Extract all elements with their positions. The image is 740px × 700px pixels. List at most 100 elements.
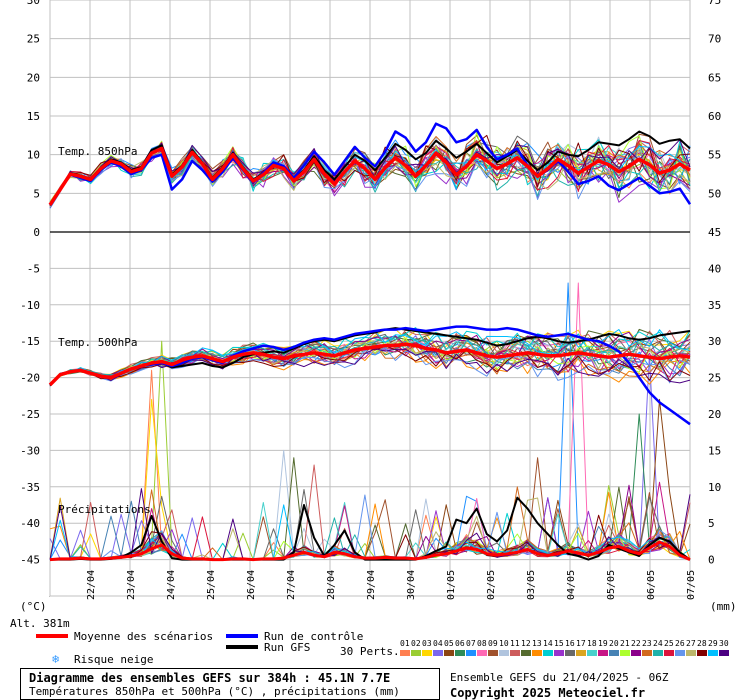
snowflake-icon: ❄ [52, 652, 59, 666]
legend-neige: Risque neige [74, 653, 153, 666]
bottom-left-tick: -15 [20, 335, 40, 348]
footer-title: Diagramme des ensembles GEFS sur 384h : … [29, 671, 391, 685]
pert-swatch [620, 650, 630, 656]
date-tick: 22/04 [86, 570, 97, 600]
pert-swatch [576, 650, 586, 656]
top-left-tick: 0 [33, 226, 40, 239]
footer-title-box: Diagramme des ensembles GEFS sur 384h : … [20, 668, 440, 700]
date-tick: 25/04 [206, 570, 217, 600]
date-tick: 27/04 [286, 570, 297, 600]
footer-subtitle: Températures 850hPa et 500hPa (°C) , pré… [29, 685, 400, 698]
date-tick: 04/05 [566, 570, 577, 600]
bottom-right-tick: 40 [708, 262, 721, 275]
bottom-left-tick: -35 [20, 481, 40, 494]
main-series-lines [48, 122, 692, 562]
bottom-left-tick: -30 [20, 444, 40, 457]
pert-number: 21 [620, 639, 630, 648]
pert-swatch [499, 650, 509, 656]
top-left-tick: 5 [33, 187, 40, 200]
pert-swatch [455, 650, 465, 656]
top-left-tick: 20 [27, 71, 40, 84]
top-right-tick: 60 [708, 110, 721, 123]
pert-swatch [609, 650, 619, 656]
pert-swatch [422, 650, 432, 656]
bottom-right-tick: 25 [708, 372, 721, 385]
date-tick: 05/05 [606, 570, 617, 600]
pert-swatch [444, 650, 454, 656]
date-tick: 06/05 [646, 570, 657, 600]
date-tick: 26/04 [246, 570, 257, 600]
top-right-tick: 55 [708, 149, 721, 162]
pert-swatch [554, 650, 564, 656]
gefs-ensemble-chart: 30252015105075706560555045-5-10-15-20-25… [10, 0, 737, 666]
altitude-label: Alt. 381m [10, 617, 70, 630]
moyenne-line-t500 [48, 342, 691, 387]
pert-swatch [510, 650, 520, 656]
pert-number: 05 [444, 639, 454, 648]
controle-line-t850 [48, 122, 692, 206]
pert-swatch [598, 650, 608, 656]
pert-line-t500 [49, 329, 691, 384]
top-right-tick: 45 [708, 226, 721, 239]
left-unit: (°C) [20, 600, 47, 613]
right-unit: (mm) [710, 600, 737, 613]
copyright: Copyright 2025 Meteociel.fr [450, 686, 646, 700]
pert-number: 13 [532, 639, 542, 648]
pert-number: 22 [631, 639, 641, 648]
pert-number: 08 [477, 639, 487, 648]
date-tick: 01/05 [446, 570, 457, 600]
bottom-left-tick: -5 [27, 262, 40, 275]
pert-swatch [543, 650, 553, 656]
pert-number: 11 [510, 639, 520, 648]
legend-perts-label: 30 Perts. [340, 645, 400, 658]
pert-number: 17 [576, 639, 586, 648]
bottom-left-tick: -20 [20, 372, 40, 385]
top-left-tick: 25 [27, 33, 40, 46]
pert-swatch [521, 650, 531, 656]
pert-number: 24 [653, 639, 663, 648]
bottom-left-tick: -40 [20, 517, 40, 530]
pert-number: 19 [598, 639, 608, 648]
date-tick: 24/04 [166, 570, 177, 600]
axis-ticks: 30252015105075706560555045-5-10-15-20-25… [20, 0, 721, 600]
pert-number: 30 [719, 639, 729, 648]
label-precipitations: Précipitations [58, 503, 151, 516]
moyenne-line-t850 [48, 146, 691, 206]
date-tick: 03/05 [526, 570, 537, 600]
pert-number: 10 [499, 639, 509, 648]
bottom-right-tick: 35 [708, 299, 721, 312]
pert-number: 15 [554, 639, 564, 648]
label-temp-500: Temp. 500hPa [58, 336, 137, 349]
perturbation-legend: 01 02 03 04 05 06 07 08 09 10 11 12 13 14 15 16 17 18 19 20… [400, 639, 729, 656]
legend: Moyenne des scénarios Run de contrôle Ru… [36, 630, 729, 666]
pert-swatch [664, 650, 674, 656]
date-tick: 02/05 [486, 570, 497, 600]
bottom-left-tick: -45 [20, 554, 40, 567]
pert-number: 23 [642, 639, 652, 648]
date-tick: 07/05 [686, 570, 697, 600]
date-tick: 28/04 [326, 570, 337, 600]
pert-swatch [433, 650, 443, 656]
pert-swatch [686, 650, 696, 656]
pert-swatch [411, 650, 421, 656]
pert-swatch [587, 650, 597, 656]
date-tick: 23/04 [126, 570, 137, 600]
top-left-tick: 30 [27, 0, 40, 7]
pert-swatch [675, 650, 685, 656]
pert-number: 14 [543, 639, 553, 648]
bottom-right-tick: 10 [708, 481, 721, 494]
pert-swatch [565, 650, 575, 656]
top-right-tick: 70 [708, 33, 721, 46]
pert-swatch [653, 650, 663, 656]
top-left-tick: 15 [27, 110, 40, 123]
bottom-left-tick: -10 [20, 299, 40, 312]
bottom-right-tick: 5 [708, 517, 715, 530]
pert-swatch [708, 650, 718, 656]
bottom-left-tick: -25 [20, 408, 40, 421]
pert-swatch [697, 650, 707, 656]
legend-gfs: Run GFS [264, 641, 310, 654]
top-right-tick: 75 [708, 0, 721, 7]
label-temp-850: Temp. 850hPa [58, 145, 137, 158]
pert-swatch [532, 650, 542, 656]
pert-number: 16 [565, 639, 575, 648]
